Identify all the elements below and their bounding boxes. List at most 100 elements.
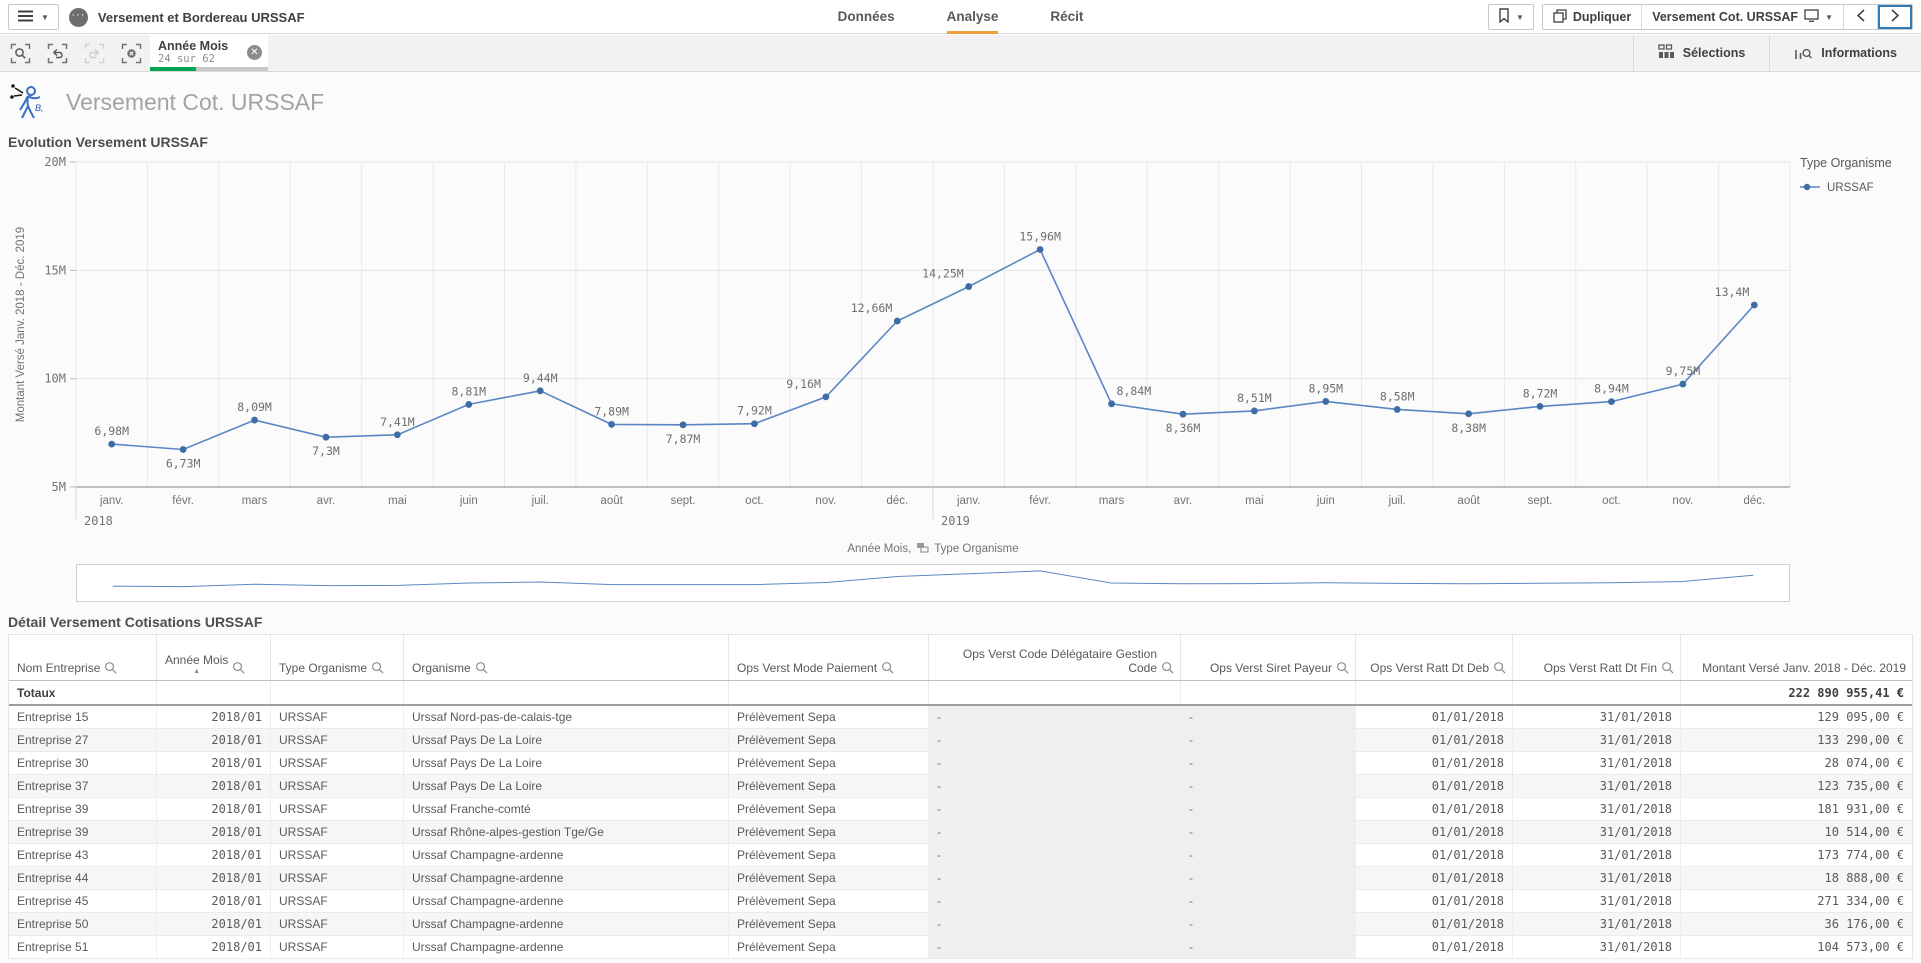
global-menu-button[interactable]: ▼ (8, 4, 59, 30)
cell-annee-mois[interactable]: 2018/01 (157, 821, 271, 843)
search-icon[interactable] (881, 661, 894, 675)
data-point[interactable] (1322, 398, 1330, 405)
column-header-ops-verst-ratt-dt-fin[interactable]: Ops Verst Ratt Dt Fin (1513, 635, 1681, 680)
cell-ops-verst-ratt-dt-fin[interactable]: 31/01/2018 (1513, 706, 1681, 728)
data-point[interactable] (179, 446, 187, 453)
cell-organisme[interactable]: Urssaf Champagne-ardenne (404, 867, 729, 889)
cell-ops-verst-ratt-dt-fin[interactable]: 31/01/2018 (1513, 775, 1681, 797)
column-header-type-organisme[interactable]: Type Organisme (271, 635, 404, 680)
cell-montant-verse-janv-2018-dec-2019[interactable]: 133 290,00 € (1817, 733, 1904, 747)
search-icon[interactable] (1493, 661, 1506, 675)
cell-ops-verst-ratt-dt-deb[interactable]: 01/01/2018 (1356, 706, 1513, 728)
tab-analyse[interactable]: Analyse (946, 0, 999, 34)
cell-ops-verst-siret-payeur[interactable]: - (1181, 890, 1356, 912)
cell-ops-verst-siret-payeur[interactable]: - (1181, 706, 1356, 728)
data-point[interactable] (251, 416, 258, 424)
legend-item-urssaf[interactable]: URSSAF (1800, 182, 1920, 194)
data-point[interactable] (1679, 380, 1687, 388)
cell-montant-verse-janv-2018-dec-2019[interactable]: 36 176,00 € (1824, 917, 1904, 931)
cell-ops-verst-code-delegataire-gestion-code[interactable]: - (929, 844, 1181, 866)
cell-ops-verst-mode-paiement[interactable]: Prélèvement Sepa (729, 867, 929, 889)
cell-organisme[interactable]: Urssaf Champagne-ardenne (404, 936, 729, 958)
cell-ops-verst-siret-payeur[interactable]: - (1181, 844, 1356, 866)
smart-search-button[interactable] (2, 35, 39, 71)
cell-montant-verse-janv-2018-dec-2019[interactable]: 173 774,00 € (1817, 848, 1904, 862)
search-icon[interactable] (475, 661, 488, 675)
cell-ops-verst-code-delegataire-gestion-code[interactable]: - (929, 706, 1181, 728)
cell-type-organisme[interactable]: URSSAF (271, 936, 404, 958)
cell-ops-verst-mode-paiement[interactable]: Prélèvement Sepa (729, 729, 929, 751)
cell-organisme[interactable]: Urssaf Pays De La Loire (404, 752, 729, 774)
data-point[interactable] (465, 401, 473, 408)
cell-type-organisme[interactable]: URSSAF (271, 798, 404, 820)
prev-sheet-button[interactable] (1844, 5, 1878, 29)
cell-nom-entreprise[interactable]: Entreprise 15 (9, 706, 157, 728)
next-sheet-button[interactable] (1878, 5, 1912, 29)
data-point[interactable] (965, 283, 973, 290)
cell-annee-mois[interactable]: 2018/01 (157, 706, 271, 728)
sheet-selector[interactable]: Versement Cot. URSSAF ▼ (1642, 5, 1844, 29)
cell-ops-verst-mode-paiement[interactable]: Prélèvement Sepa (729, 821, 929, 843)
cell-ops-verst-siret-payeur[interactable]: - (1181, 752, 1356, 774)
search-icon[interactable] (371, 661, 384, 675)
data-point[interactable] (393, 431, 401, 439)
column-header-annee-mois[interactable]: Année Mois ▲ (157, 635, 271, 680)
cell-ops-verst-ratt-dt-deb[interactable]: 01/01/2018 (1356, 867, 1513, 889)
cell-nom-entreprise[interactable]: Entreprise 39 (9, 821, 157, 843)
data-point[interactable] (679, 421, 687, 429)
cell-ops-verst-code-delegataire-gestion-code[interactable]: - (929, 729, 1181, 751)
cell-annee-mois[interactable]: 2018/01 (157, 775, 271, 797)
cell-organisme[interactable]: Urssaf Pays De La Loire (404, 729, 729, 751)
cell-nom-entreprise[interactable]: Entreprise 43 (9, 844, 157, 866)
cell-nom-entreprise[interactable]: Entreprise 27 (9, 729, 157, 751)
step-forward-button[interactable] (76, 35, 113, 71)
data-point[interactable] (751, 420, 758, 428)
column-header-organisme[interactable]: Organisme (404, 635, 729, 680)
cell-ops-verst-code-delegataire-gestion-code[interactable]: - (929, 752, 1181, 774)
cell-ops-verst-ratt-dt-fin[interactable]: 31/01/2018 (1513, 890, 1681, 912)
cell-ops-verst-ratt-dt-deb[interactable]: 01/01/2018 (1356, 936, 1513, 958)
cell-ops-verst-ratt-dt-deb[interactable]: 01/01/2018 (1356, 913, 1513, 935)
cell-montant-verse-janv-2018-dec-2019[interactable]: 18 888,00 € (1824, 871, 1904, 885)
data-point[interactable] (1250, 407, 1258, 415)
cell-ops-verst-mode-paiement[interactable]: Prélèvement Sepa (729, 890, 929, 912)
cell-montant-verse-janv-2018-dec-2019[interactable]: 129 095,00 € (1817, 710, 1904, 724)
cell-montant-verse-janv-2018-dec-2019[interactable]: 10 514,00 € (1824, 825, 1904, 839)
cell-ops-verst-code-delegataire-gestion-code[interactable]: - (929, 867, 1181, 889)
column-header-ops-verst-code-delegataire-gestion-code[interactable]: Ops Verst Code Délégataire Gestion Code (929, 635, 1181, 680)
cell-ops-verst-ratt-dt-deb[interactable]: 01/01/2018 (1356, 844, 1513, 866)
cell-ops-verst-siret-payeur[interactable]: - (1181, 867, 1356, 889)
cell-ops-verst-ratt-dt-deb[interactable]: 01/01/2018 (1356, 890, 1513, 912)
cell-organisme[interactable]: Urssaf Champagne-ardenne (404, 913, 729, 935)
data-point[interactable] (1465, 410, 1473, 418)
cell-ops-verst-mode-paiement[interactable]: Prélèvement Sepa (729, 844, 929, 866)
search-icon[interactable] (104, 661, 117, 675)
cell-ops-verst-siret-payeur[interactable]: - (1181, 775, 1356, 797)
cell-type-organisme[interactable]: URSSAF (271, 752, 404, 774)
cell-organisme[interactable]: Urssaf Pays De La Loire (404, 775, 729, 797)
cell-nom-entreprise[interactable]: Entreprise 39 (9, 798, 157, 820)
cell-ops-verst-ratt-dt-fin[interactable]: 31/01/2018 (1513, 936, 1681, 958)
cell-nom-entreprise[interactable]: Entreprise 44 (9, 867, 157, 889)
data-point[interactable] (536, 387, 544, 395)
step-back-button[interactable] (39, 35, 76, 71)
data-point[interactable] (1750, 301, 1758, 309)
cell-type-organisme[interactable]: URSSAF (271, 706, 404, 728)
cell-montant-verse-janv-2018-dec-2019[interactable]: 104 573,00 € (1817, 940, 1904, 954)
cell-organisme[interactable]: Urssaf Nord-pas-de-calais-tge (404, 706, 729, 728)
column-header-nom-entreprise[interactable]: Nom Entreprise (9, 635, 157, 680)
cell-ops-verst-ratt-dt-fin[interactable]: 31/01/2018 (1513, 798, 1681, 820)
cell-organisme[interactable]: Urssaf Champagne-ardenne (404, 890, 729, 912)
cell-ops-verst-siret-payeur[interactable]: - (1181, 913, 1356, 935)
cell-ops-verst-siret-payeur[interactable]: - (1181, 729, 1356, 751)
cell-type-organisme[interactable]: URSSAF (271, 729, 404, 751)
cell-organisme[interactable]: Urssaf Rhône-alpes-gestion Tge/Ge (404, 821, 729, 843)
cell-montant-verse-janv-2018-dec-2019[interactable]: 123 735,00 € (1817, 779, 1904, 793)
cell-ops-verst-ratt-dt-deb[interactable]: 01/01/2018 (1356, 729, 1513, 751)
column-header-ops-verst-siret-payeur[interactable]: Ops Verst Siret Payeur (1181, 635, 1356, 680)
bookmark-button[interactable]: ▼ (1487, 4, 1534, 30)
column-header-ops-verst-mode-paiement[interactable]: Ops Verst Mode Paiement (729, 635, 929, 680)
tab-recit[interactable]: Récit (1050, 9, 1084, 24)
cell-type-organisme[interactable]: URSSAF (271, 775, 404, 797)
cell-ops-verst-mode-paiement[interactable]: Prélèvement Sepa (729, 936, 929, 958)
